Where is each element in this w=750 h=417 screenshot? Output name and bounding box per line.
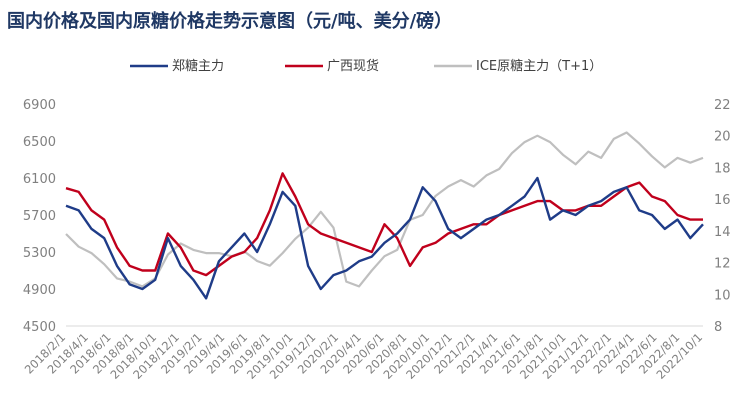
x-axis: 2018/2/12018/4/12018/6/12018/8/12018/10/… <box>22 330 705 382</box>
series-line-ice <box>65 131 704 288</box>
y-axis-right: 8 10 12 14 16 18 20 22 <box>714 98 731 335</box>
y-left-tick-label: 4500 <box>23 320 56 335</box>
y-left-tick-label: 5700 <box>23 209 56 224</box>
chart-title: 国内价格及国内原糖价格走势示意图（元/吨、美分/磅） <box>7 10 452 32</box>
y-right-tick-label: 20 <box>714 130 731 145</box>
y-right-tick-label: 8 <box>714 320 722 335</box>
y-right-tick-label: 12 <box>714 257 731 272</box>
series-line-guangxi <box>65 172 703 277</box>
y-axis-left: 4500 4900 5300 5700 6100 6500 6900 <box>23 98 56 335</box>
y-right-tick-label: 16 <box>714 193 731 208</box>
y-right-tick-label: 10 <box>714 288 731 303</box>
y-left-tick-label: 6900 <box>23 98 56 113</box>
y-right-tick-label: 22 <box>714 98 731 113</box>
plot-area <box>65 131 704 300</box>
legend-label-ice: ICE原糖主力（T+1） <box>476 58 602 74</box>
y-left-tick-label: 5300 <box>23 246 56 261</box>
y-left-tick-label: 6100 <box>23 172 56 187</box>
legend-label-zhengtang: 郑糖主力 <box>172 58 224 74</box>
legend-label-guangxi: 广西现货 <box>327 58 379 74</box>
series-line-zhengtang <box>65 176 704 300</box>
y-left-tick-label: 4900 <box>23 283 56 298</box>
y-right-tick-label: 14 <box>714 225 731 240</box>
legend: 郑糖主力 广西现货 ICE原糖主力（T+1） <box>130 58 602 74</box>
y-right-tick-label: 18 <box>714 161 731 176</box>
y-left-tick-label: 6500 <box>23 135 56 150</box>
